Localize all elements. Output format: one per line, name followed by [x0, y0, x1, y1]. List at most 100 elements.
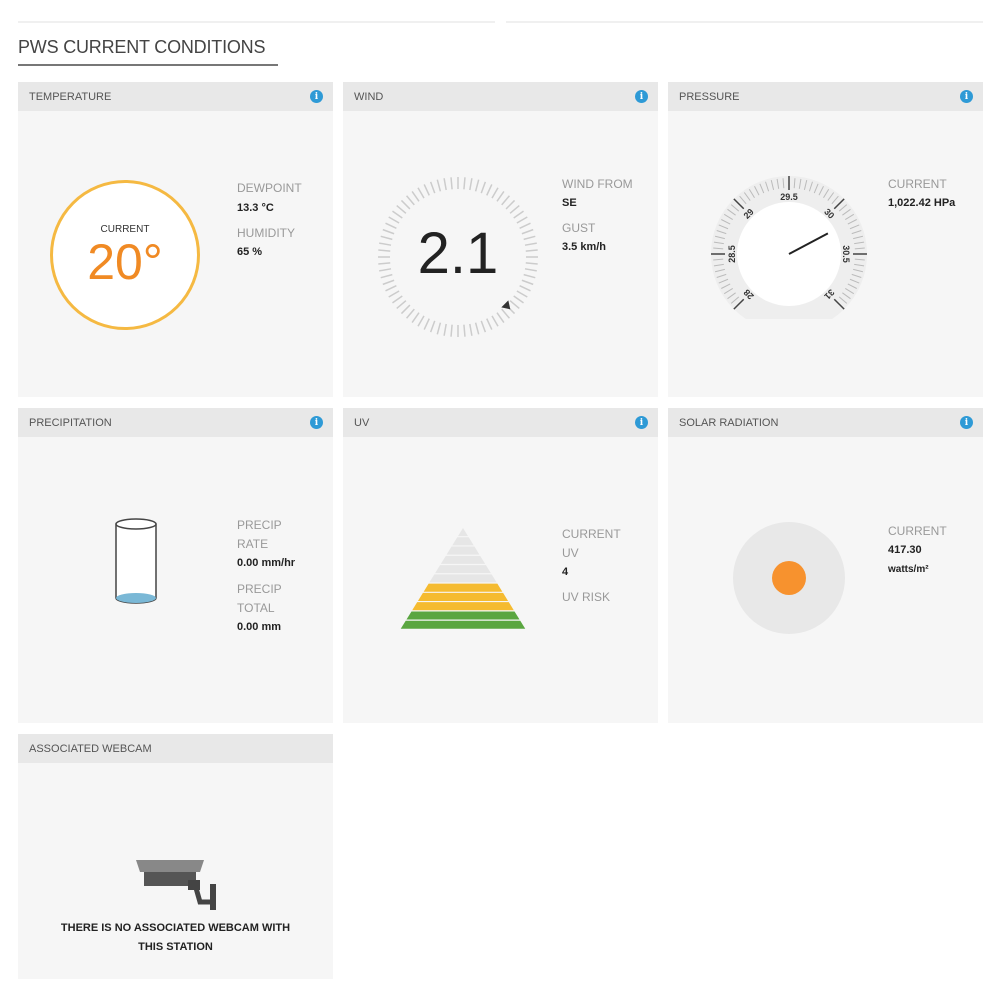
gauge-minor-tick — [813, 183, 819, 194]
compass-tick — [378, 249, 391, 252]
info-icon[interactable]: i — [635, 416, 648, 429]
pressure-gauge: 28 28.5 29 29.5 30 30.5 31 — [711, 176, 867, 319]
gauge-tick-label: 28 — [742, 287, 756, 301]
compass-tick — [519, 285, 531, 292]
gauge-tick-label: 28.5 — [727, 245, 737, 263]
gauge-minor-tick — [713, 258, 724, 261]
gauge-major-tick — [833, 298, 845, 310]
compass-tick — [519, 222, 531, 229]
compass-tick — [523, 235, 536, 241]
compass-tick — [417, 315, 425, 327]
page-title: PWS CURRENT CONDITIONS — [18, 37, 266, 57]
gauge-minor-tick — [842, 208, 851, 216]
info-icon[interactable]: i — [960, 90, 973, 103]
gauge-minor-tick — [739, 195, 747, 205]
compass-tick — [443, 323, 447, 336]
gauge-minor-tick — [849, 224, 860, 230]
top-divider-left — [18, 21, 495, 23]
compass-tick — [450, 177, 453, 190]
top-divider-right — [506, 21, 983, 23]
gauge-minor-tick — [808, 181, 813, 192]
gauge-tick-label: 30.5 — [841, 245, 851, 263]
gauge-minor-tick — [716, 273, 727, 278]
solar-value: 417.30 — [888, 544, 922, 556]
info-icon[interactable]: i — [310, 90, 323, 103]
gauge-minor-tick — [776, 178, 780, 189]
gauge-minor-tick — [716, 230, 727, 235]
solar-unit: watts/m² — [888, 564, 929, 575]
sun-icon — [772, 561, 806, 595]
uv-header: UV — [354, 416, 370, 429]
info-icon[interactable]: i — [960, 416, 973, 429]
gauge-minor-tick — [770, 179, 775, 190]
compass-tick — [525, 262, 538, 265]
gauge-minor-tick — [849, 278, 860, 284]
compass-tick — [505, 199, 516, 210]
temperature-card: TEMPERATURE i CURRENT 20° DEWPOINT 13.3 °… — [18, 82, 333, 397]
compass-tick — [392, 210, 403, 219]
gauge-minor-tick — [845, 213, 855, 220]
uv-current-label-1: CURRENT — [562, 527, 621, 541]
compass-tick — [385, 285, 397, 292]
compass-tick — [491, 315, 499, 327]
compass-tick — [400, 304, 411, 315]
gauge-minor-tick — [718, 278, 729, 284]
compass-tick — [524, 242, 537, 246]
gauge-minor-tick — [854, 247, 865, 250]
compass-tick — [396, 205, 407, 214]
gust-value: 3.5 km/h — [562, 241, 607, 253]
gauge-minor-tick — [713, 241, 724, 245]
compass-tick — [411, 191, 420, 202]
uv-stripe — [412, 602, 514, 611]
compass-tick — [474, 322, 480, 335]
gauge-minor-tick — [831, 195, 839, 205]
precip-total-value: 0.00 mm — [237, 621, 282, 633]
compass-tick — [521, 228, 534, 235]
wind-header: WIND — [354, 90, 384, 103]
compass-tick — [379, 268, 392, 272]
temperature-value: 20° — [87, 234, 163, 290]
gauge-minor-tick — [714, 268, 725, 273]
info-icon[interactable]: i — [310, 416, 323, 429]
humidity-label: HUMIDITY — [237, 226, 295, 240]
compass-tick — [388, 216, 400, 224]
wind-from-value: SE — [562, 197, 577, 209]
compass-tick — [382, 228, 395, 235]
gauge-minor-tick — [782, 178, 785, 189]
uv-stripe — [435, 565, 491, 574]
precip-rate-value: 0.00 mm/hr — [237, 557, 296, 569]
compass-tick — [513, 210, 524, 219]
compass-tick — [429, 320, 436, 333]
gauge-minor-tick — [727, 208, 736, 216]
gauge-tick-label: 30 — [822, 207, 836, 221]
solar-current-label: CURRENT — [888, 524, 947, 538]
compass-tick — [524, 268, 537, 272]
solar-header: SOLAR RADIATION — [679, 416, 779, 429]
gauge-minor-tick — [838, 296, 848, 304]
compass-tick — [385, 222, 397, 229]
compass-tick — [491, 187, 499, 199]
compass-tick — [469, 323, 473, 336]
precip-rate-label-2: RATE — [237, 537, 269, 551]
webcam-message-line-2: THIS STATION — [138, 941, 213, 953]
compass-tick — [392, 295, 403, 304]
info-icon[interactable]: i — [635, 90, 648, 103]
precip-total-label-1: PRECIP — [237, 582, 282, 596]
compass-tick — [525, 249, 538, 252]
wind-from-label: WIND FROM — [562, 177, 633, 191]
compass-tick — [423, 184, 430, 196]
gauge-major-tick — [733, 298, 745, 310]
compass-tick — [463, 324, 466, 337]
gauge-minor-tick — [851, 230, 862, 235]
gauge-minor-tick — [718, 224, 729, 230]
precip-rate-label-1: PRECIP — [237, 518, 282, 532]
gauge-minor-tick — [730, 204, 740, 212]
gauge-minor-tick — [853, 235, 864, 240]
webcam-card: ASSOCIATED WEBCAM THERE IS NO ASSOCIATED… — [18, 734, 333, 979]
compass-tick — [400, 199, 411, 210]
gauge-minor-tick — [854, 258, 865, 261]
pressure-header: PRESSURE — [679, 90, 740, 103]
gauge-minor-tick — [838, 204, 848, 212]
uv-current-label-2: UV — [562, 546, 579, 560]
compass-tick — [436, 322, 442, 335]
